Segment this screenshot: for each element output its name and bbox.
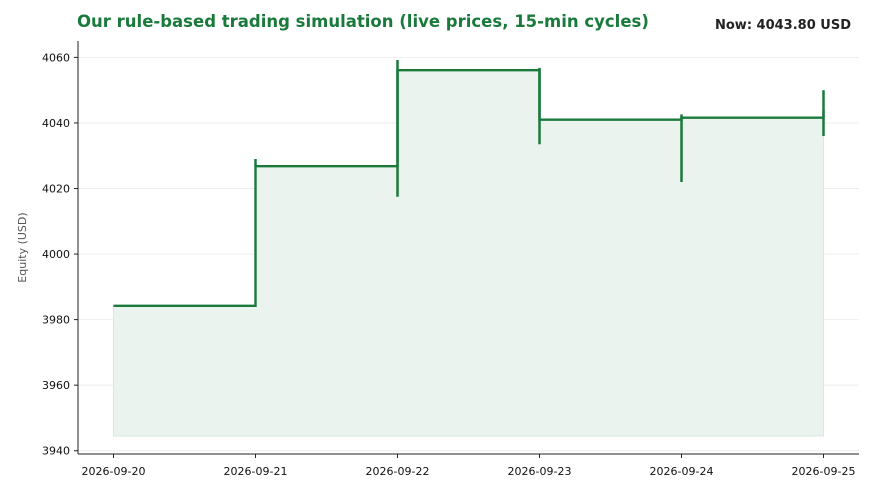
x-tick-label: 2026-09-23	[508, 465, 572, 478]
y-tick-label: 4040	[42, 117, 70, 130]
y-axis-label: Equity (USD)	[16, 212, 29, 282]
y-tick-label: 4000	[42, 248, 70, 261]
x-tick-label: 2026-09-22	[366, 465, 430, 478]
y-tick-label: 4060	[42, 51, 70, 64]
x-tick-label: 2026-09-24	[650, 465, 714, 478]
current-equity-label: Now: 4043.80 USD	[715, 18, 851, 33]
equity-series	[113, 60, 825, 308]
y-tick-label: 4020	[42, 183, 70, 196]
y-tick-label: 3940	[42, 445, 70, 458]
y-tick-label: 3960	[42, 379, 70, 392]
y-axis-ticks: 3940 3960 3980 4000 4020 4040 4060	[42, 51, 78, 458]
y-tick-label: 3980	[42, 314, 70, 327]
equity-area	[113, 69, 824, 437]
chart-title: Our rule-based trading simulation (live …	[77, 12, 649, 31]
x-tick-label: 2026-09-21	[224, 465, 288, 478]
equity-fill	[113, 69, 824, 437]
x-axis-ticks: 2026-09-20 2026-09-21 2026-09-22 2026-09-23…	[82, 454, 856, 478]
equity-line	[113, 68, 825, 308]
x-tick-label: 2026-09-20	[82, 465, 146, 478]
x-tick-label: 2026-09-25	[792, 465, 856, 478]
